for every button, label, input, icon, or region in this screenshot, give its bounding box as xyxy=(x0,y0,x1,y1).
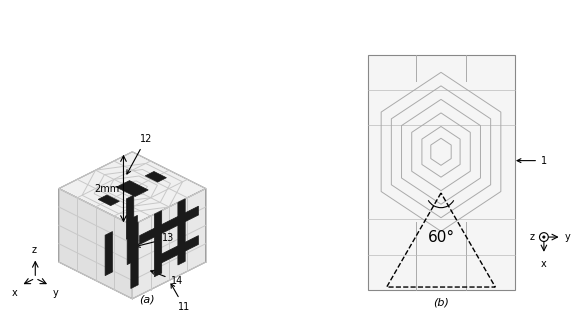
Polygon shape xyxy=(105,231,112,276)
Text: 1: 1 xyxy=(517,156,547,166)
Text: z: z xyxy=(31,245,36,255)
Text: 11: 11 xyxy=(171,284,190,312)
Polygon shape xyxy=(158,235,199,265)
Polygon shape xyxy=(127,215,138,265)
Polygon shape xyxy=(116,180,148,196)
Text: (a): (a) xyxy=(139,295,155,305)
Polygon shape xyxy=(59,152,206,225)
Text: y: y xyxy=(53,288,58,298)
Polygon shape xyxy=(132,188,206,299)
Text: 13: 13 xyxy=(136,233,174,247)
Circle shape xyxy=(543,236,545,238)
Polygon shape xyxy=(59,188,132,299)
Text: 60°: 60° xyxy=(427,229,455,244)
Text: 14: 14 xyxy=(151,270,183,286)
Text: 12: 12 xyxy=(127,134,152,174)
Polygon shape xyxy=(98,195,119,205)
Polygon shape xyxy=(140,206,199,244)
Text: (b): (b) xyxy=(433,298,449,308)
Polygon shape xyxy=(154,210,162,277)
Polygon shape xyxy=(126,195,134,239)
Text: y: y xyxy=(564,232,570,242)
Text: x: x xyxy=(541,259,547,269)
FancyBboxPatch shape xyxy=(368,55,514,290)
Text: x: x xyxy=(12,288,18,298)
Text: 2mm: 2mm xyxy=(95,183,120,193)
Text: z: z xyxy=(530,232,535,242)
Polygon shape xyxy=(145,171,166,182)
Polygon shape xyxy=(178,199,185,265)
Polygon shape xyxy=(131,222,138,288)
Circle shape xyxy=(540,233,548,241)
